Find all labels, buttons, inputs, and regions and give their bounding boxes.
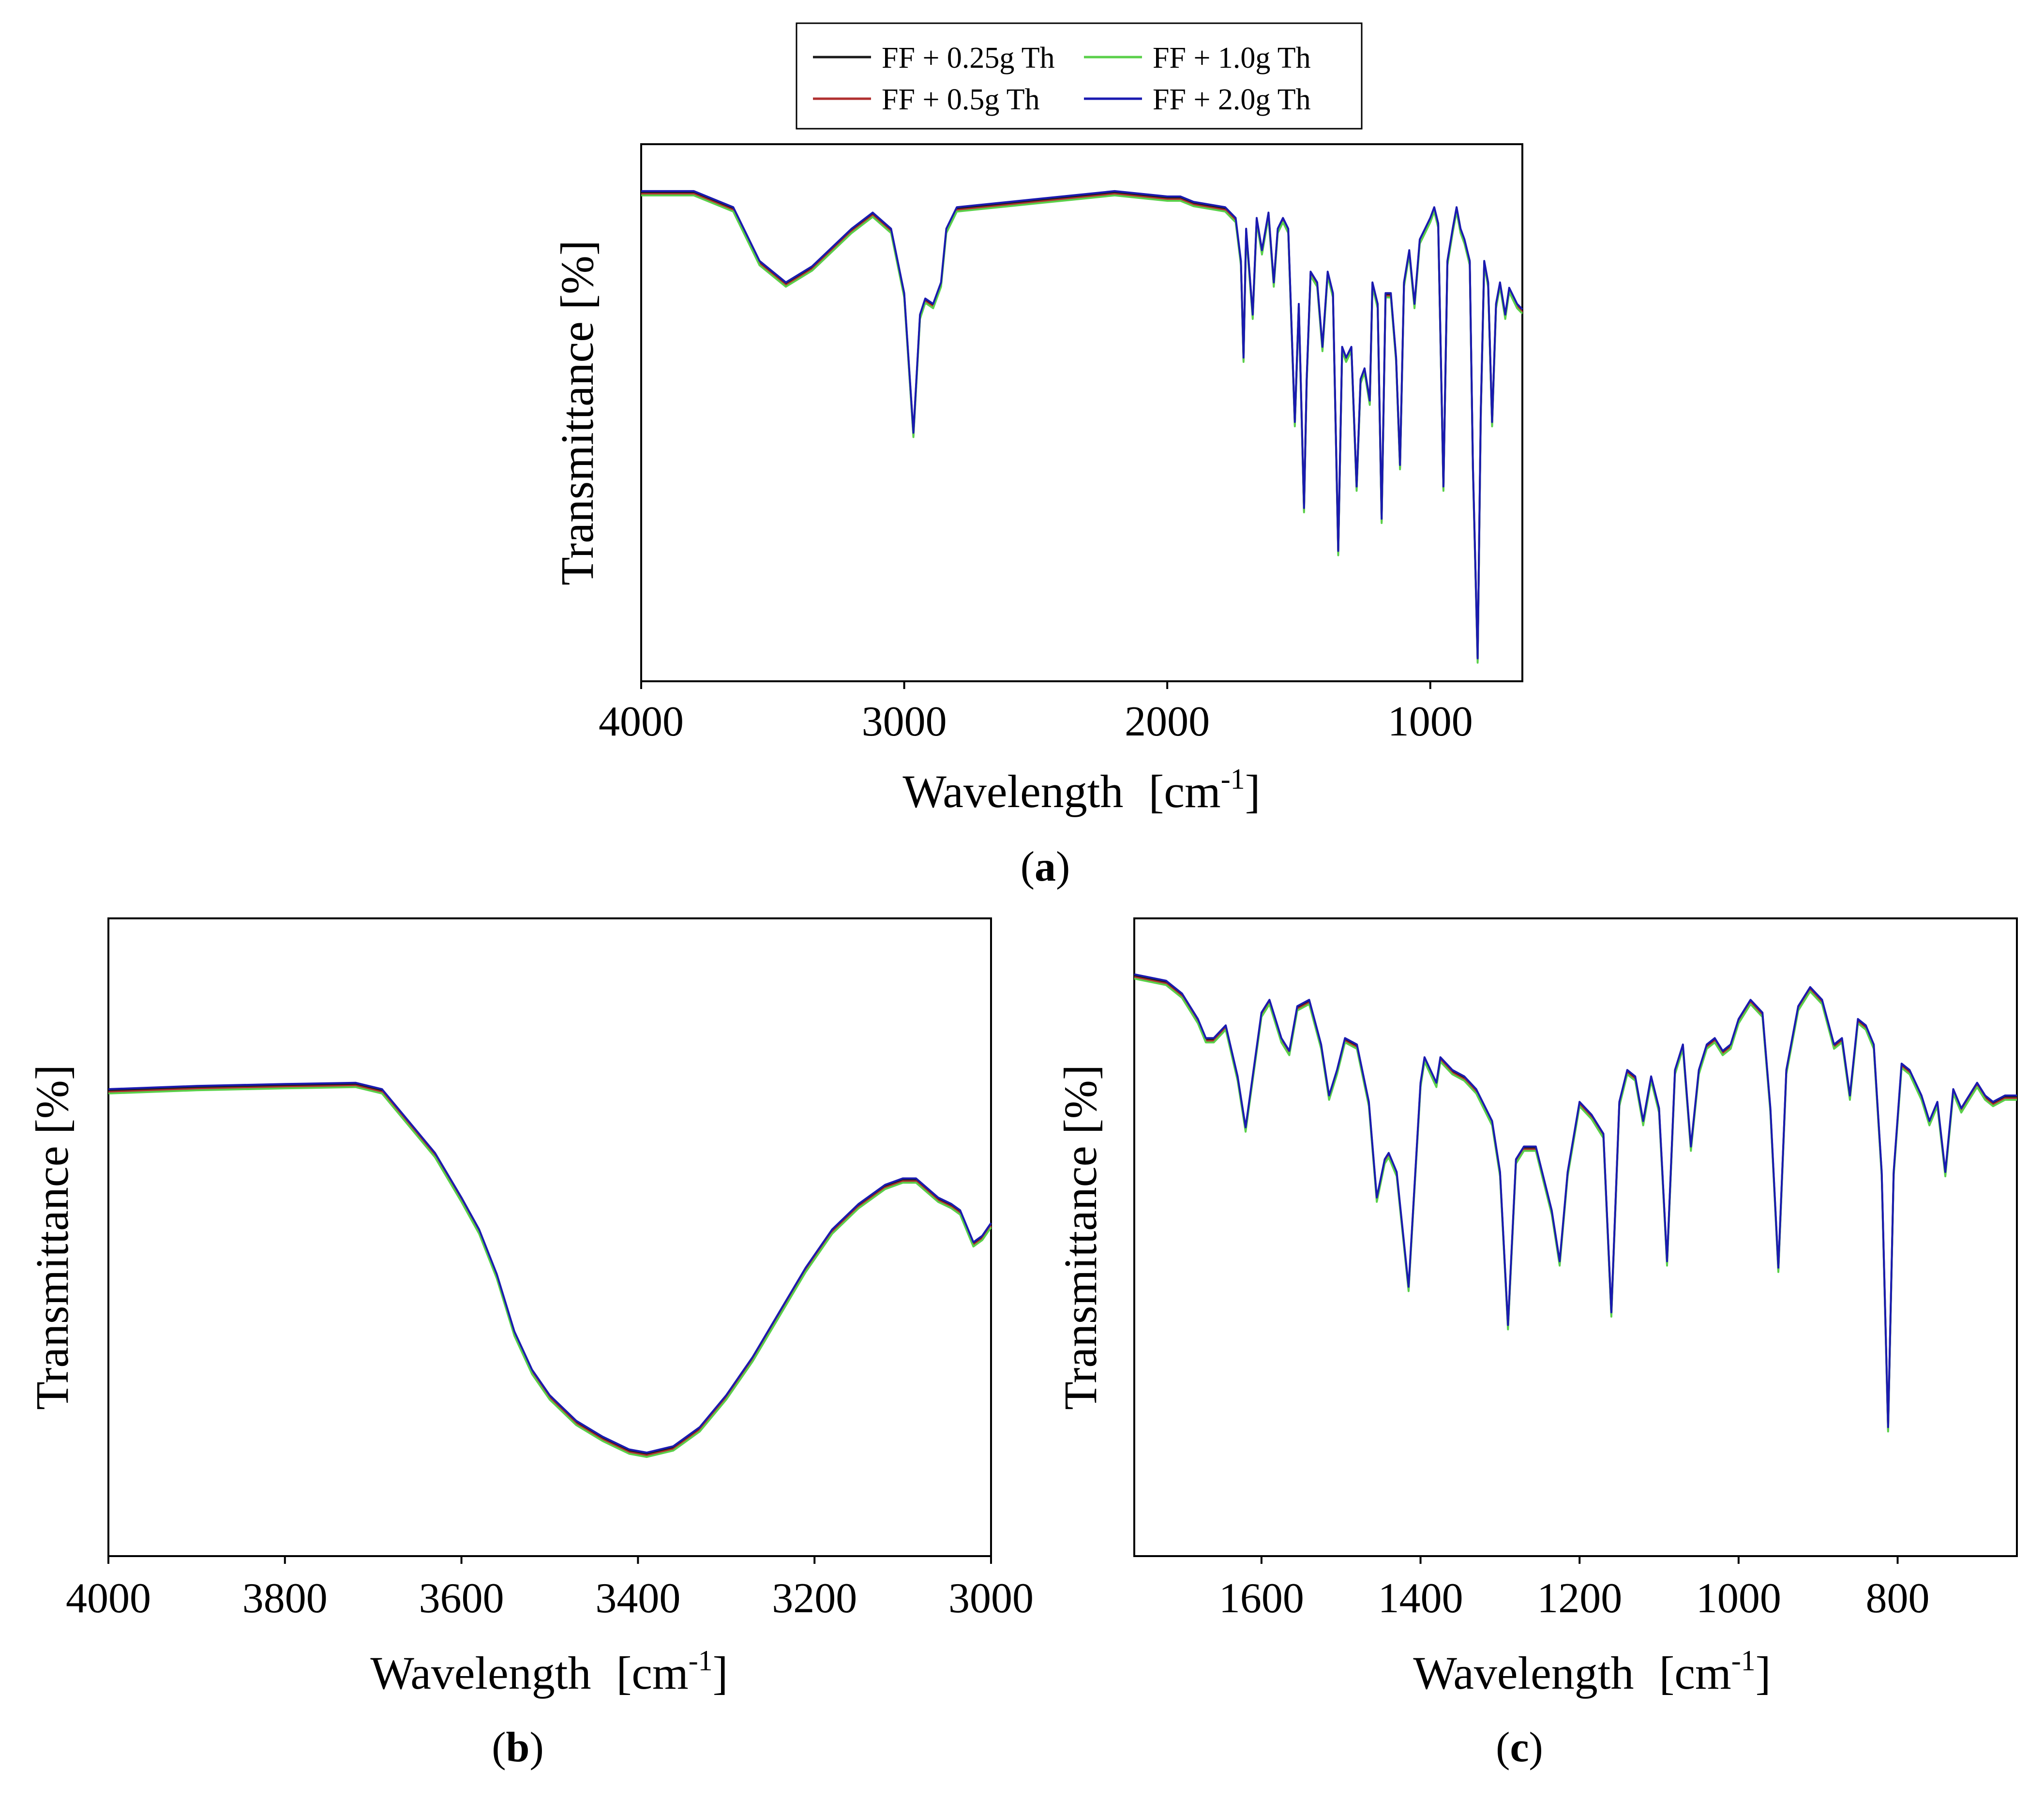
series-group-b [108, 1081, 992, 1458]
plot-frame-a [640, 143, 1523, 682]
x-axis-unit-sup-a: -1 [1221, 763, 1245, 795]
x-ticks-a: 4000 3000 2000 1000 [599, 681, 1473, 745]
series-line-c-2 [1134, 977, 2017, 1433]
x-tick-label-b-3: 3400 [595, 1575, 680, 1622]
panel-b: 4000 3800 3600 3400 3200 3000 Transmittance [… [26, 917, 1034, 1771]
x-tick-label-a-3: 1000 [1388, 698, 1473, 745]
x-tick-label-c-4: 800 [1866, 1575, 1930, 1622]
x-axis-label-c: Wavelength [cm-1] [1413, 1645, 1771, 1699]
x-tick-label-b-1: 3800 [242, 1575, 328, 1622]
x-axis-label-b: Wavelength [cm-1] [370, 1645, 728, 1699]
series-line-a-1 [641, 193, 1523, 662]
x-axis-label-a: Wavelength [cm-1] [902, 763, 1260, 817]
panel-a: 4000 3000 2000 1000 Transmittance [%] Wavel… [551, 143, 1523, 890]
x-axis-label-main-b: Wavelength [370, 1647, 591, 1699]
series-line-c-0 [1134, 974, 2017, 1430]
y-axis-label-c: Transmittance [%] [1054, 1064, 1106, 1410]
legend-label-3: FF + 2.0g Th [1153, 83, 1311, 116]
x-axis-unit-end-a: ] [1245, 765, 1261, 817]
x-axis-unit-b: [cm [616, 1647, 688, 1699]
plot-frame-b [107, 917, 992, 1557]
legend-frame [796, 22, 1363, 130]
x-tick-label-a-0: 4000 [599, 698, 684, 745]
x-ticks-c: 1600 1400 1200 1000 800 [1219, 1556, 1930, 1622]
x-tick-label-b-2: 3600 [419, 1575, 504, 1622]
series-group-a [641, 190, 1523, 664]
series-line-a-0 [641, 191, 1523, 661]
legend-label-0: FF + 0.25g Th [882, 42, 1055, 75]
series-group-c [1134, 973, 2017, 1433]
series-line-a-2 [641, 194, 1523, 664]
x-axis-label-main-a: Wavelength [902, 765, 1123, 817]
x-ticks-b: 4000 3800 3600 3400 3200 3000 [66, 1556, 1034, 1622]
panel-c: 1600 1400 1200 1000 800 Transmittance [%] Wa… [1054, 917, 2018, 1771]
series-line-c-1 [1134, 976, 2017, 1431]
x-tick-label-b-5: 3000 [948, 1575, 1034, 1622]
y-axis-label-b: Transmittance [%] [26, 1064, 78, 1410]
series-line-a-3 [641, 190, 1523, 660]
legend: FF + 0.25g Th FF + 1.0g Th FF + 0.5g Th … [796, 22, 1363, 130]
series-line-c-3 [1134, 973, 2017, 1428]
legend-label-2: FF + 0.5g Th [882, 83, 1040, 116]
caption-a: (a) [1021, 843, 1070, 890]
caption-letter-c: c [1510, 1724, 1529, 1771]
x-tick-label-c-0: 1600 [1219, 1575, 1304, 1622]
y-axis-label-a: Transmittance [%] [551, 240, 603, 585]
x-axis-unit-a: [cm [1148, 765, 1220, 817]
x-axis-unit-c: [cm [1659, 1647, 1731, 1699]
caption-c: (c) [1496, 1724, 1543, 1771]
legend-label-1: FF + 1.0g Th [1153, 42, 1311, 75]
series-line-b-2 [108, 1086, 992, 1458]
x-axis-unit-end-c: ] [1756, 1647, 1771, 1699]
series-line-b-3 [108, 1081, 992, 1454]
x-tick-label-c-2: 1200 [1537, 1575, 1622, 1622]
caption-letter-b: b [506, 1724, 530, 1771]
plot-frame-c [1133, 917, 2018, 1557]
x-tick-label-a-2: 2000 [1125, 698, 1210, 745]
x-tick-label-c-3: 1000 [1696, 1575, 1781, 1622]
x-axis-unit-sup-b: -1 [689, 1645, 713, 1677]
x-tick-label-b-0: 4000 [66, 1575, 151, 1622]
x-axis-label-main-c: Wavelength [1413, 1647, 1634, 1699]
x-tick-label-a-1: 3000 [862, 698, 947, 745]
x-axis-unit-end-b: ] [713, 1647, 728, 1699]
x-tick-label-c-1: 1400 [1378, 1575, 1463, 1622]
caption-b: (b) [492, 1724, 544, 1771]
caption-letter-a: a [1035, 843, 1056, 890]
x-tick-label-b-4: 3200 [772, 1575, 857, 1622]
x-axis-unit-sup-c: -1 [1731, 1645, 1756, 1677]
